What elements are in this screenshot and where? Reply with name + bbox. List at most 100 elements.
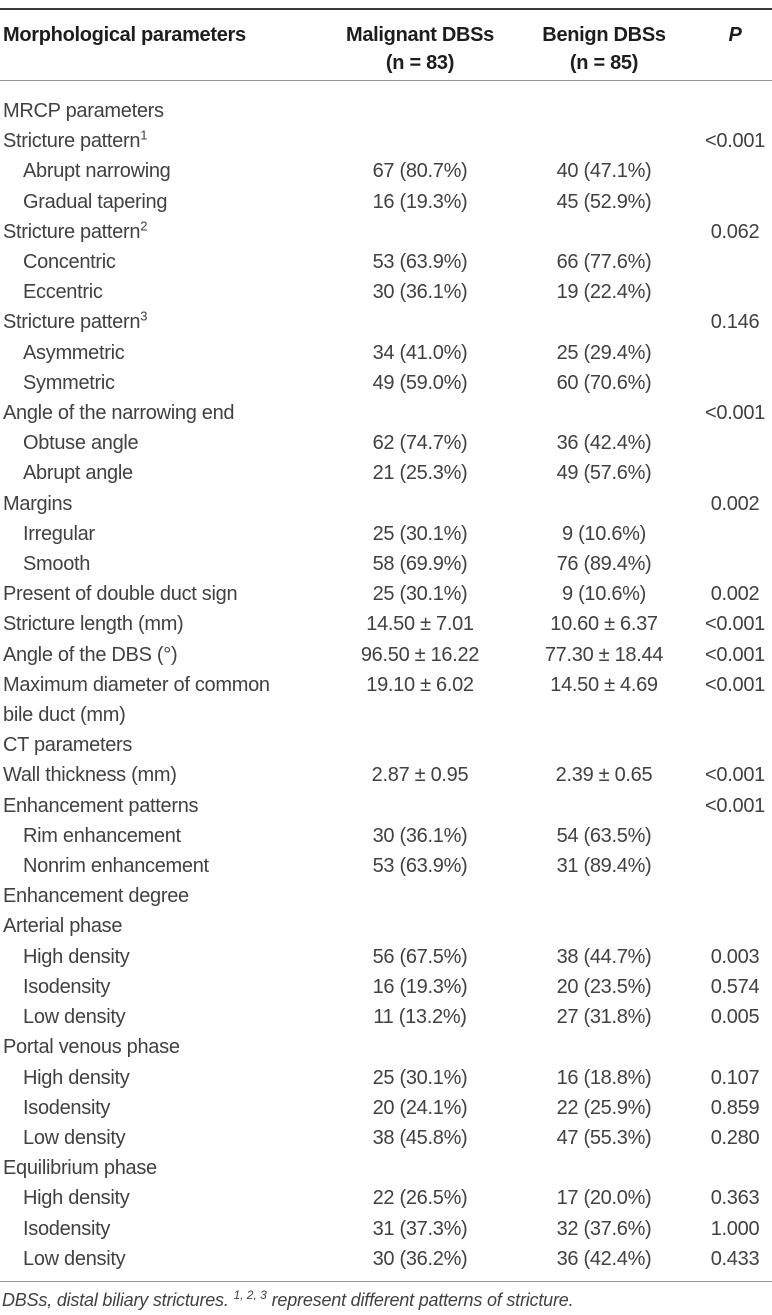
p-value: [698, 96, 772, 126]
row-label-text: Angle of the DBS (°): [3, 643, 178, 666]
benign-value: 36 (42.4%): [556, 432, 652, 455]
malignant-value: 25 (30.1%): [372, 583, 468, 606]
table-row: Stricture pattern3 0.146: [0, 307, 772, 337]
table-row: CT parameters: [0, 730, 772, 760]
column-header-benign: Benign DBSs (n = 85): [542, 24, 666, 74]
table-row: High density 56 (67.5%) 38 (44.7%) 0.003: [0, 942, 772, 972]
benign-value: 40 (47.1%): [556, 160, 652, 183]
table-row: Gradual tapering 16 (19.3%) 45 (52.9%): [0, 187, 772, 217]
benign-value: [510, 217, 698, 247]
row-label-text: Maximum diameter of common bile duct (mm…: [3, 673, 270, 727]
row-label-text: MRCP parameters: [3, 100, 164, 122]
p-value: [698, 428, 772, 458]
table-row: Maximum diameter of common bile duct (mm…: [0, 670, 772, 730]
benign-value: 19 (22.4%): [556, 281, 652, 304]
benign-value: [510, 911, 698, 941]
row-label-text: Enhancement patterns: [3, 794, 199, 817]
table-row: Isodensity 31 (37.3%) 32 (37.6%) 1.000: [0, 1214, 772, 1244]
benign-value: 54 (63.5%): [556, 824, 652, 847]
row-label: High density: [0, 942, 330, 972]
row-label-text: Enhancement degree: [3, 885, 189, 908]
table-footnote: DBSs, distal biliary strictures. 1, 2, 3…: [0, 1287, 772, 1313]
row-label: Maximum diameter of common bile duct (mm…: [0, 670, 330, 730]
row-label-text: Concentric: [23, 251, 116, 274]
table-header-rule: [0, 80, 772, 81]
row-label-text: Angle of the narrowing end: [3, 402, 235, 425]
table-row: Stricture pattern1 <0.001: [0, 126, 772, 156]
malignant-value: 16 (19.3%): [372, 975, 468, 998]
benign-value: 66 (77.6%): [556, 251, 652, 274]
malignant-value: [330, 126, 510, 156]
table-row: MRCP parameters: [0, 96, 772, 126]
malignant-value: [330, 1153, 510, 1183]
benign-value: 76 (89.4%): [556, 553, 652, 576]
malignant-value: 16 (19.3%): [372, 190, 468, 213]
malignant-value: [330, 1032, 510, 1062]
row-label-text: Stricture pattern: [3, 311, 141, 334]
row-label: Stricture pattern3: [0, 307, 330, 337]
benign-value: 2.39 ± 0.65: [555, 764, 653, 787]
row-label-text: Isodensity: [23, 1217, 111, 1240]
malignant-value: 21 (25.3%): [372, 462, 468, 485]
p-value: <0.001: [705, 673, 765, 696]
benign-value: 10.60 ± 6.37: [550, 613, 658, 636]
benign-value: 25 (29.4%): [556, 341, 652, 364]
row-label-text: CT parameters: [3, 734, 133, 757]
row-label: Nonrim enhancement: [0, 851, 330, 881]
table-row: Abrupt angle 21 (25.3%) 49 (57.6%): [0, 458, 772, 488]
benign-value: 60 (70.6%): [556, 371, 652, 394]
p-value: [698, 277, 772, 307]
benign-value: [510, 126, 698, 156]
benign-value: 9 (10.6%): [561, 583, 646, 606]
row-label-text: Nonrim enhancement: [23, 855, 209, 878]
table-row: Symmetric 49 (59.0%) 60 (70.6%): [0, 368, 772, 398]
table-row: Abrupt narrowing 67 (80.7%) 40 (47.1%): [0, 156, 772, 186]
row-label-text: Stricture pattern: [3, 130, 141, 153]
table-row: Irregular 25 (30.1%) 9 (10.6%): [0, 519, 772, 549]
benign-value: 20 (23.5%): [556, 975, 652, 998]
row-label: Irregular: [0, 519, 330, 549]
malignant-value: [330, 217, 510, 247]
row-label: Stricture pattern2: [0, 217, 330, 247]
p-value: 0.574: [710, 975, 760, 998]
p-value: [698, 156, 772, 186]
p-value: [698, 730, 772, 760]
malignant-value: 31 (37.3%): [372, 1217, 468, 1240]
benign-value: 36 (42.4%): [556, 1247, 652, 1270]
benign-value: [510, 881, 698, 911]
row-label-text: Obtuse angle: [23, 432, 139, 455]
malignant-value: 14.50 ± 7.01: [366, 613, 474, 636]
row-label-text: Eccentric: [23, 281, 103, 304]
row-label: Low density: [0, 1244, 330, 1274]
table-row: Enhancement patterns <0.001: [0, 791, 772, 821]
malignant-value: [330, 96, 510, 126]
row-label-text: Stricture length (mm): [3, 613, 184, 636]
table-row: Stricture length (mm) 14.50 ± 7.01 10.60…: [0, 609, 772, 639]
table-top-rule: [0, 8, 772, 10]
row-label: High density: [0, 1183, 330, 1213]
p-value: <0.001: [705, 764, 765, 787]
p-value: 0.002: [710, 492, 760, 515]
row-label: CT parameters: [0, 730, 330, 760]
table-row: Nonrim enhancement 53 (63.9%) 31 (89.4%): [0, 851, 772, 881]
benign-value: 22 (25.9%): [556, 1096, 652, 1119]
p-value: [698, 338, 772, 368]
table-row: Obtuse angle 62 (74.7%) 36 (42.4%): [0, 428, 772, 458]
row-label: Isodensity: [0, 972, 330, 1002]
row-label: Margins: [0, 489, 330, 519]
malignant-value: [330, 398, 510, 428]
table-row: Rim enhancement 30 (36.1%) 54 (63.5%): [0, 821, 772, 851]
row-label: Wall thickness (mm): [0, 760, 330, 790]
row-label-text: Abrupt angle: [23, 462, 133, 485]
benign-value: [510, 96, 698, 126]
benign-value: 47 (55.3%): [556, 1126, 652, 1149]
table-row: Low density 11 (13.2%) 27 (31.8%) 0.005: [0, 1002, 772, 1032]
malignant-value: 25 (30.1%): [372, 1066, 468, 1089]
row-label: Present of double duct sign: [0, 579, 330, 609]
table-row: Asymmetric 34 (41.0%) 25 (29.4%): [0, 338, 772, 368]
malignant-value: 2.87 ± 0.95: [371, 764, 469, 787]
malignant-value: [330, 911, 510, 941]
p-value: 0.002: [710, 583, 760, 606]
table-row: High density 22 (26.5%) 17 (20.0%) 0.363: [0, 1183, 772, 1213]
